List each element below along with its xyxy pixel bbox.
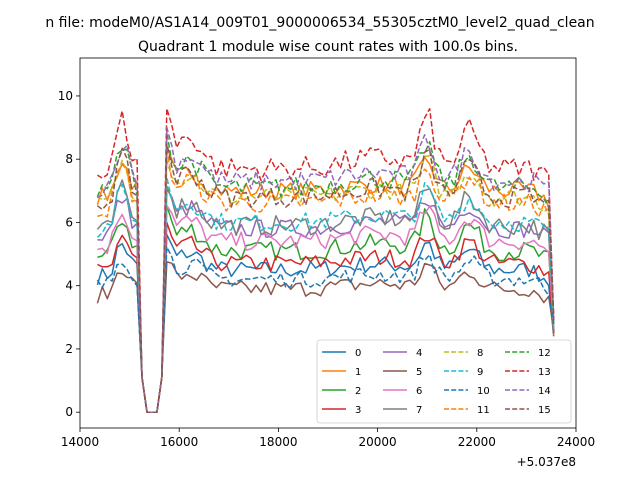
- series-line-6: [97, 204, 555, 413]
- x-tick-label: 18000: [259, 435, 297, 449]
- series-line-5: [96, 261, 555, 413]
- x-offset-label: +5.037e8: [517, 455, 576, 469]
- x-tick-label: 24000: [557, 435, 595, 449]
- figure-suptitle: n file: modeM0/AS1A14_009T01_9000006534_…: [45, 15, 594, 31]
- series-lines: [96, 107, 555, 413]
- x-tick-label: 16000: [160, 435, 198, 449]
- series-line-11: [97, 146, 555, 413]
- x-axis: 14000 16000 18000 20000 22000 24000: [61, 428, 595, 449]
- x-tick-label: 20000: [359, 435, 397, 449]
- legend-label-7: 7: [416, 405, 422, 416]
- legend-label-15: 15: [538, 405, 551, 416]
- series-line-3: [97, 221, 555, 413]
- series-line-8: [96, 155, 555, 413]
- y-tick-label: 8: [65, 152, 73, 166]
- legend-label-14: 14: [538, 386, 551, 397]
- series-line-9: [96, 176, 555, 413]
- y-tick-label: 0: [65, 405, 73, 419]
- legend-label-10: 10: [477, 386, 490, 397]
- legend-frame: [316, 339, 572, 424]
- y-tick-label: 10: [58, 89, 73, 103]
- legend-label-9: 9: [477, 367, 483, 378]
- y-axis: 0 2 4 6 8 10: [58, 89, 80, 419]
- chart-title: Quadrant 1 module wise count rates with …: [138, 39, 518, 55]
- series-line-10: [96, 246, 555, 413]
- y-tick-label: 6: [65, 215, 73, 229]
- legend-label-3: 3: [355, 405, 361, 416]
- legend-label-13: 13: [538, 367, 551, 378]
- legend-label-2: 2: [355, 386, 361, 397]
- legend-label-1: 1: [355, 367, 361, 378]
- legend-label-11: 11: [477, 405, 490, 416]
- y-tick-label: 2: [65, 342, 73, 356]
- y-tick-label: 4: [65, 279, 73, 293]
- axes-frame: [79, 57, 577, 429]
- legend-label-0: 0: [355, 348, 361, 359]
- series-line-15: [96, 142, 555, 413]
- x-tick-label: 14000: [61, 435, 99, 449]
- legend-label-4: 4: [416, 348, 422, 359]
- legend-label-8: 8: [477, 348, 483, 359]
- legend-label-5: 5: [416, 367, 422, 378]
- series-line-14: [97, 126, 555, 413]
- legend-label-6: 6: [416, 386, 422, 397]
- x-tick-label: 22000: [458, 435, 496, 449]
- legend-label-12: 12: [538, 348, 551, 359]
